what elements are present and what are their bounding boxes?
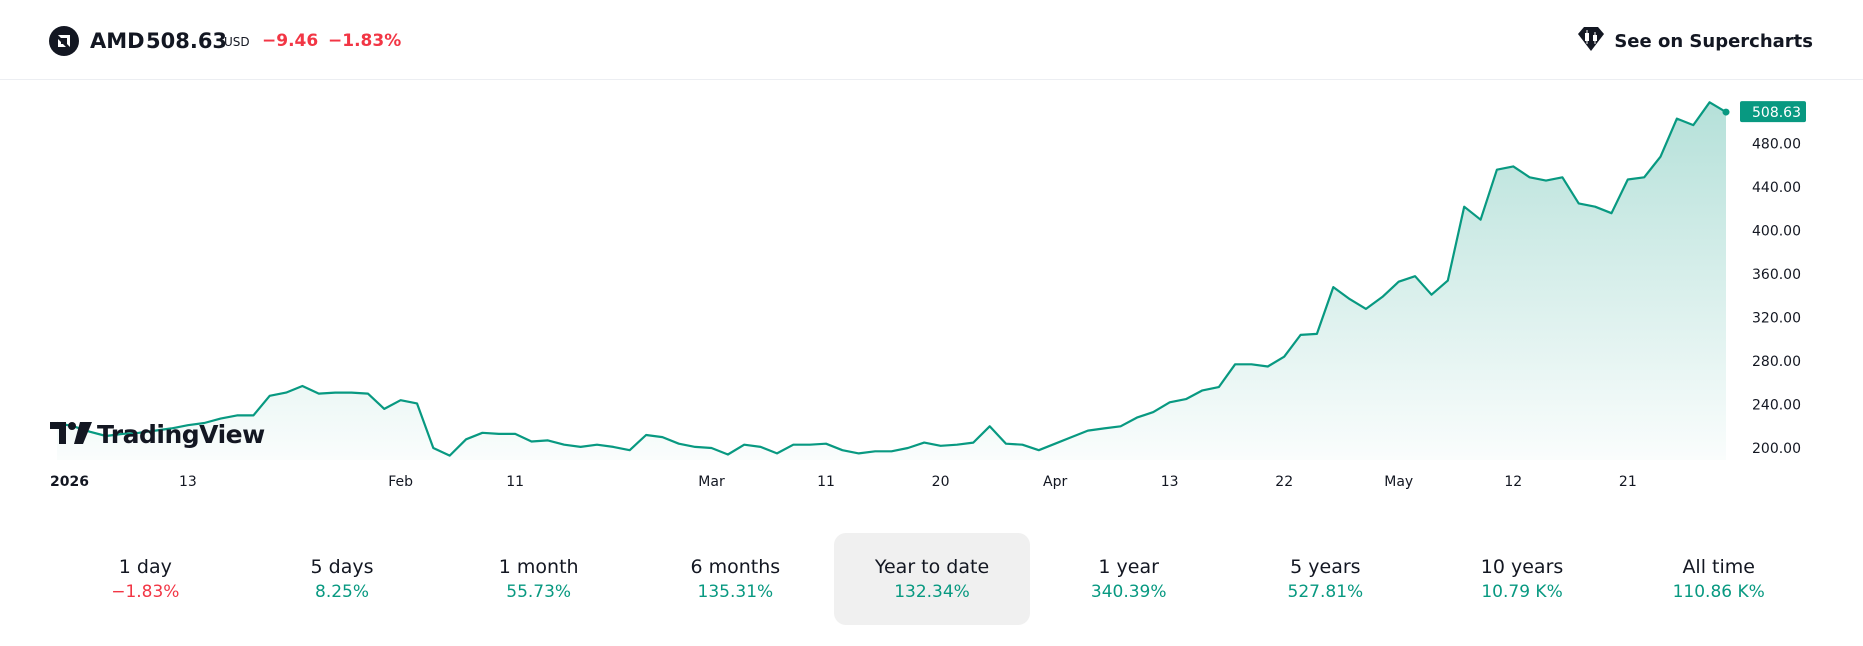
price-area-fill (57, 102, 1726, 461)
amd-logo-icon (49, 26, 79, 56)
period-1-year[interactable]: 1 year 340.39% (1030, 533, 1227, 625)
period-label: 1 month (498, 556, 579, 578)
period-year-to-date[interactable]: Year to date 132.34% (833, 533, 1031, 625)
x-tick-label: 2026 (50, 474, 89, 490)
x-tick-label: 13 (1161, 474, 1179, 490)
x-tick-label: 13 (179, 474, 197, 490)
period-change-value: 527.81% (1287, 582, 1364, 602)
period-1-day[interactable]: 1 day −1.83% (47, 533, 244, 625)
period-label: Year to date (874, 556, 990, 578)
period-change-value: −1.83% (111, 582, 180, 602)
x-tick-label: Feb (388, 474, 413, 490)
y-tick-label: 400.00 (1752, 224, 1801, 240)
x-tick-label: 21 (1619, 474, 1637, 490)
x-tick-label: Apr (1043, 474, 1067, 490)
period-label: 1 day (118, 556, 172, 578)
x-tick-label: Mar (698, 474, 725, 490)
y-tick-label: 320.00 (1752, 311, 1801, 327)
tradingview-logo[interactable]: TradingView (50, 420, 265, 449)
period-label: 1 year (1098, 556, 1159, 578)
price-chart[interactable]: 480.00 440.00 400.00 360.00 320.00 280.00 240.… (0, 80, 1863, 500)
period-1-month[interactable]: 1 month 55.73% (440, 533, 637, 625)
last-price: 508.63 (146, 29, 228, 53)
period-label: 6 months (690, 556, 781, 578)
price-change: −9.46 (262, 31, 319, 51)
period-5-years[interactable]: 5 years 527.81% (1227, 533, 1424, 625)
period-change-value: 8.25% (315, 582, 370, 602)
period-label: 5 days (310, 556, 374, 578)
x-tick-label: 11 (506, 474, 524, 490)
period-change-value: 110.86 K% (1672, 582, 1765, 602)
currency-label: USD (224, 35, 250, 49)
y-tick-label: 480.00 (1752, 137, 1801, 153)
supercharts-icon (1576, 25, 1606, 57)
period-10-years[interactable]: 10 years 10.79 K% (1424, 533, 1621, 625)
last-price-dot (1722, 108, 1730, 116)
tradingview-logo-icon (50, 421, 92, 448)
period-change-value: 135.31% (697, 582, 774, 602)
symbol-ticker: AMD (90, 29, 145, 53)
x-tick-label: 11 (817, 474, 835, 490)
period-change-value: 55.73% (506, 582, 572, 602)
supercharts-label: See on Supercharts (1614, 30, 1813, 52)
period-label: 10 years (1480, 556, 1564, 578)
y-tick-label: 240.00 (1752, 398, 1801, 414)
last-price-tag (1740, 101, 1806, 123)
see-on-supercharts-button[interactable]: See on Supercharts (1576, 24, 1813, 58)
period-label: 5 years (1290, 556, 1361, 578)
last-price-tag-label: 508.63 (1752, 105, 1801, 121)
price-line (56, 101, 1727, 457)
y-tick-label: 360.00 (1752, 267, 1801, 283)
period-change-value: 340.39% (1090, 582, 1167, 602)
x-tick-label: 20 (932, 474, 950, 490)
x-tick-label: 12 (1504, 474, 1522, 490)
performance-periods: 1 day −1.83% 5 days 8.25% 1 month 55.73% 6 mon… (47, 533, 1817, 625)
period-5-days[interactable]: 5 days 8.25% (244, 533, 441, 625)
symbol-header: AMD 508.63 USD −9.46 −1.83% See on Super… (0, 0, 1863, 80)
period-change-value: 10.79 K% (1481, 582, 1563, 602)
x-tick-label: May (1384, 474, 1413, 490)
period-label: All time (1682, 556, 1755, 578)
price-chart-svg[interactable]: 480.00 440.00 400.00 360.00 320.00 280.00 240.… (0, 80, 1863, 500)
price-change-percent: −1.83% (328, 31, 402, 51)
period-6-months[interactable]: 6 months 135.31% (637, 533, 834, 625)
y-tick-label: 440.00 (1752, 180, 1801, 196)
tradingview-logo-text: TradingView (97, 420, 265, 449)
period-change-value: 132.34% (894, 582, 970, 602)
y-tick-label: 200.00 (1752, 441, 1801, 457)
y-tick-label: 280.00 (1752, 354, 1801, 370)
x-tick-label: 22 (1275, 474, 1293, 490)
period-all-time[interactable]: All time 110.86 K% (1620, 533, 1817, 625)
